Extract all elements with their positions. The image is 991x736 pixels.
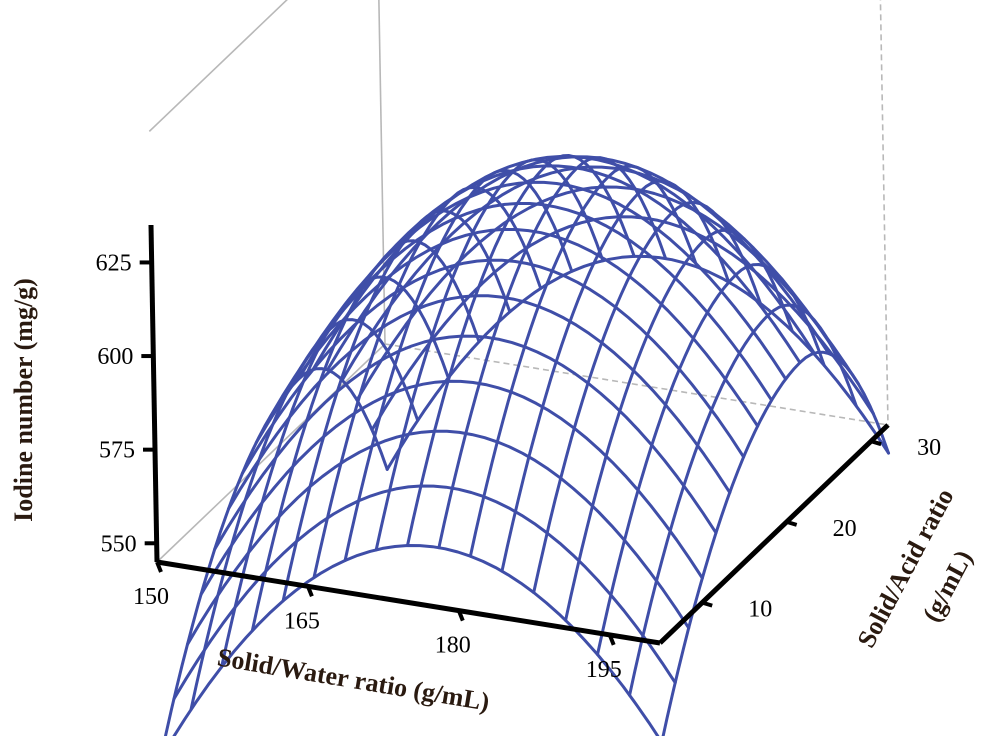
mesh-line-y-5: [227, 294, 732, 511]
mesh-line-y-7: [254, 227, 760, 444]
z-tick-label-550: 550: [101, 531, 137, 557]
mesh-line-x-7: [374, 158, 605, 552]
mesh-line-x-16: [661, 350, 890, 736]
plot-box: [148, 0, 889, 644]
x-tick-150: [155, 561, 163, 573]
mesh-line-y-16: [385, 254, 890, 471]
mesh-line-y-12: [326, 155, 831, 372]
mesh-line-y-2: [186, 429, 691, 646]
mesh-line-y-4: [213, 334, 718, 551]
mesh-line-y-13: [340, 165, 845, 382]
x-tick-165: [306, 585, 314, 598]
axes: 550 575 600 625 150 165 180 195 10 20 30: [96, 224, 941, 683]
x-tick-label-150: 150: [133, 584, 169, 610]
mesh-line-y-6: [240, 258, 746, 475]
mesh-line-y-10: [297, 164, 802, 381]
box-edge-right-vertical: [879, 0, 889, 426]
box-edge-floor-back: [384, 343, 889, 426]
y-tick-30: [870, 439, 882, 447]
z-axis-line: [148, 224, 160, 563]
y-axis-line: [658, 423, 890, 645]
mesh-line-y-11: [311, 155, 816, 371]
x-tick-label-195: 195: [586, 657, 622, 683]
y-tick-10: [701, 600, 713, 608]
x-tick-195: [607, 634, 616, 646]
mesh-line-x-11: [500, 179, 731, 573]
x-tick-label-180: 180: [435, 633, 471, 659]
mesh-line-y-15: [370, 215, 875, 432]
z-axis-title: Iodine number (mg/g): [9, 278, 38, 522]
mesh-line-y-14: [355, 185, 860, 402]
z-tick-label-575: 575: [99, 438, 135, 464]
x-axis-line: [156, 559, 661, 646]
y-tick-20: [786, 519, 798, 527]
x-tick-label-165: 165: [284, 608, 320, 634]
mesh-line-y-3: [199, 379, 704, 596]
box-edge-back-vertical: [378, 0, 386, 345]
y-tick-label-30: 30: [917, 435, 941, 461]
surface-mesh: [163, 154, 890, 736]
y-tick-label-20: 20: [833, 516, 857, 542]
box-edge-floor-left: [156, 343, 386, 563]
z-tick-label-625: 625: [96, 250, 132, 276]
z-tick-label-600: 600: [97, 344, 133, 370]
x-tick-180: [456, 609, 465, 622]
y-tick-label-10: 10: [748, 597, 772, 623]
mesh-line-y-1: [172, 484, 677, 701]
box-edge-top-left: [148, 0, 288, 132]
